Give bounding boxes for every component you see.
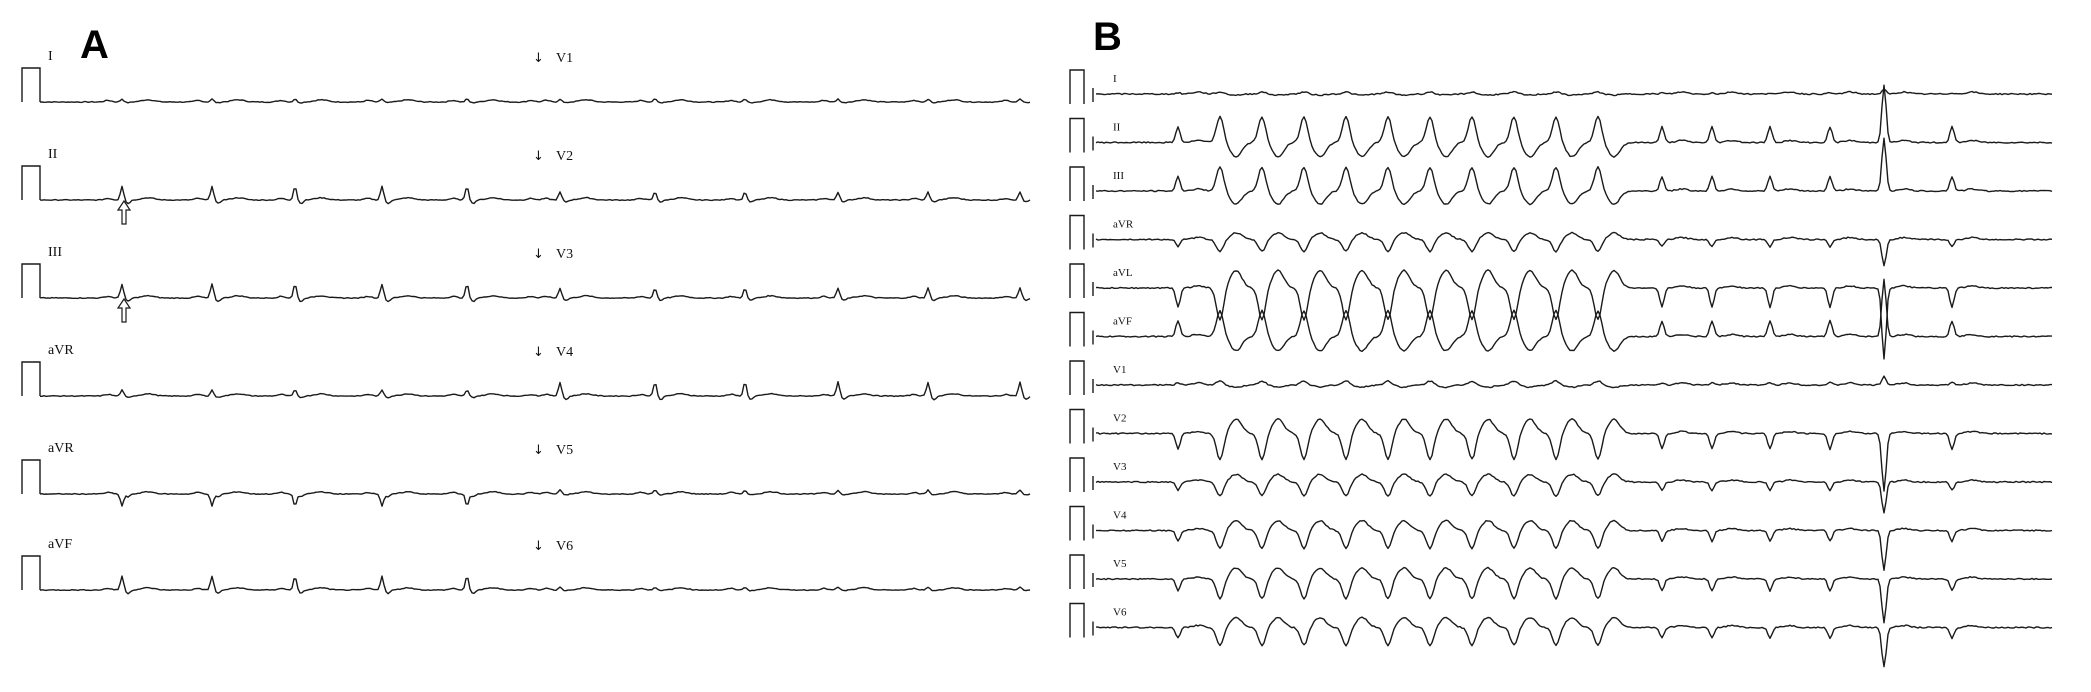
down-arrow-icon: ↓: [533, 51, 544, 66]
ecg-trace: [1095, 278, 2052, 352]
lead-label: aVR: [1113, 219, 1134, 231]
lead-label: V5: [1113, 558, 1127, 570]
panel-b-letter: B: [1093, 15, 1122, 59]
down-arrow-icon: ↓: [533, 345, 544, 360]
lead-label: III: [1113, 170, 1124, 182]
calibration-pulse: [1069, 554, 1085, 589]
down-arrow-icon: ↓: [533, 149, 544, 164]
ecg-trace: [1095, 473, 2053, 514]
ecg-trace: [1095, 375, 2052, 389]
calibration-pulse: [1069, 457, 1085, 492]
lead-label: I: [1113, 73, 1117, 85]
lead-label: V6: [1113, 607, 1127, 619]
ecg-trace: [39, 575, 1031, 595]
lead-label: V4: [1113, 510, 1127, 522]
lead-label: aVF: [48, 537, 72, 552]
ecg-trace: [1095, 231, 2053, 267]
ecg-trace: [1095, 519, 2053, 571]
calibration-pulse: [21, 361, 41, 396]
ecg-trace: [40, 98, 1031, 104]
panel-a-letter: A: [80, 23, 109, 67]
ecg-trace: [39, 185, 1031, 205]
calibration-pulse: [21, 165, 41, 200]
lead-label: II: [48, 147, 58, 162]
ecg-trace: [39, 489, 1031, 507]
calibration-pulse: [1069, 263, 1085, 298]
calibration-pulse: [1069, 166, 1085, 201]
calibration-pulse: [1069, 360, 1085, 395]
lead-label: V4: [556, 345, 573, 360]
lead-label: aVL: [1113, 267, 1133, 279]
down-arrow-icon: ↓: [533, 539, 544, 554]
ecg-trace: [1096, 417, 2053, 492]
calibration-pulse: [1069, 505, 1085, 541]
ecg-trace: [1095, 566, 2053, 624]
calibration-pulse: [1069, 117, 1085, 153]
calibration-pulse: [21, 263, 41, 298]
lead-label: V5: [556, 443, 573, 458]
panel-a: A I ↓ V1 II ↓ V2 III ↓ V3 aVR ↓ V4 aVR ↓ V5 aVF ↓ V6: [21, 23, 1031, 595]
lead-label: V2: [556, 149, 573, 164]
lead-label: III: [48, 245, 62, 260]
down-arrow-icon: ↓: [533, 247, 544, 262]
lead-label: aVR: [48, 441, 74, 456]
ecg-trace: [1096, 616, 2053, 668]
down-arrow-icon: ↓: [533, 443, 544, 458]
lead-label: V3: [556, 247, 573, 262]
lead-label: aVR: [48, 343, 74, 358]
ecg-trace: [1095, 269, 2052, 360]
lead-label: V1: [556, 51, 573, 66]
calibration-pulse: [1069, 408, 1085, 444]
lead-label: V3: [1113, 461, 1127, 473]
lead-label: V2: [1113, 413, 1126, 425]
ecg-trace: [1095, 137, 2053, 206]
ecg-trace: [40, 381, 1031, 401]
lead-label: II: [1113, 122, 1121, 134]
ecg-trace: [39, 283, 1031, 303]
lead-label: aVF: [1113, 316, 1132, 328]
calibration-pulse: [21, 459, 41, 494]
ecg-trace: [1095, 84, 2053, 158]
calibration-pulse: [1069, 69, 1085, 104]
lead-label: V6: [556, 539, 573, 554]
calibration-pulse: [21, 555, 41, 590]
lead-label: V1: [1113, 364, 1126, 376]
ecg-trace: [1095, 88, 2053, 97]
lead-label: I: [48, 49, 53, 64]
calibration-pulse: [1069, 602, 1085, 638]
calibration-pulse: [1069, 311, 1085, 347]
up-arrow-icon: [116, 297, 132, 323]
calibration-pulse: [21, 67, 41, 102]
up-arrow-icon: [116, 199, 132, 225]
calibration-pulse: [1069, 214, 1085, 250]
